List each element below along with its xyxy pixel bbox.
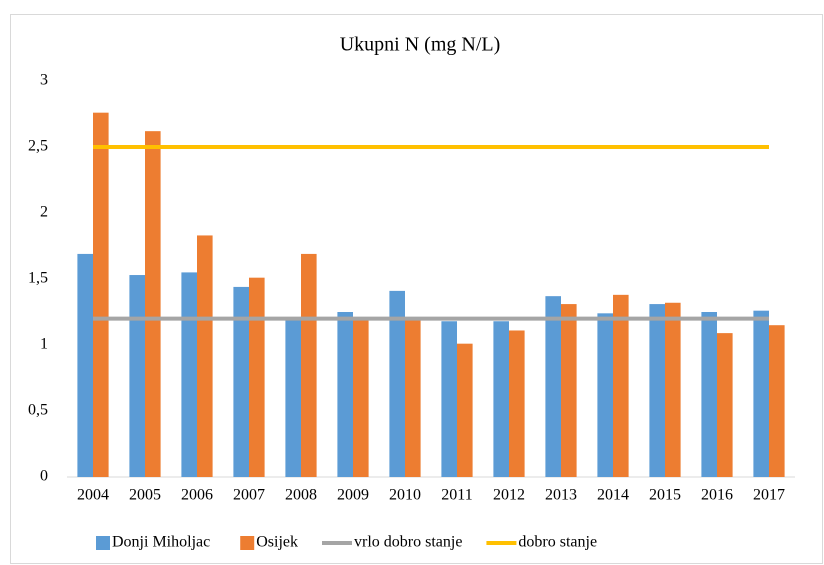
bar — [769, 325, 785, 477]
bar — [717, 333, 733, 477]
bar — [597, 313, 613, 477]
bar — [197, 235, 213, 477]
legend-label: vrlo dobro stanje — [354, 534, 462, 551]
x-tick-label: 2008 — [285, 487, 317, 504]
bar — [753, 310, 769, 477]
y-tick-label: 0 — [40, 468, 48, 485]
bar — [509, 330, 525, 477]
legend-label: Osijek — [256, 534, 298, 551]
bar — [337, 312, 353, 477]
x-tick-label: 2012 — [493, 487, 525, 504]
x-tick-label: 2014 — [597, 487, 629, 504]
bar — [181, 272, 197, 477]
x-tick-label: 2006 — [181, 487, 213, 504]
bar — [441, 321, 457, 477]
x-tick-label: 2009 — [337, 487, 369, 504]
bar — [649, 304, 665, 477]
bar — [457, 343, 473, 477]
bar — [353, 318, 369, 477]
x-tick-label: 2011 — [441, 487, 472, 504]
x-tick-label: 2015 — [649, 487, 681, 504]
legend-label: dobro stanje — [518, 534, 597, 551]
legend-swatch — [96, 536, 110, 550]
y-tick-label: 3 — [40, 72, 48, 89]
bar — [129, 275, 145, 477]
bar — [301, 253, 317, 477]
legend-label: Donji Miholjac — [112, 534, 210, 551]
x-tick-label: 2004 — [77, 487, 109, 504]
bar — [249, 277, 265, 477]
bar — [493, 321, 509, 477]
legend-swatch — [240, 536, 255, 550]
bar — [285, 318, 301, 477]
bar — [405, 318, 421, 477]
bar — [561, 304, 577, 477]
x-tick-label: 2007 — [233, 487, 265, 504]
y-tick-label: 2,5 — [28, 138, 48, 155]
bar — [145, 131, 161, 477]
bar — [545, 296, 561, 477]
x-tick-label: 2017 — [753, 487, 785, 504]
bar — [389, 290, 405, 477]
x-tick-label: 2005 — [129, 487, 161, 504]
bar — [665, 302, 681, 477]
y-tick-label: 0,5 — [28, 402, 48, 419]
chart-title: Ukupni N (mg N/L) — [340, 34, 501, 56]
bar — [77, 253, 93, 477]
y-tick-label: 1,5 — [28, 270, 48, 287]
bar — [233, 286, 249, 477]
y-tick-label: 1 — [40, 336, 48, 353]
bar — [613, 294, 629, 477]
bar — [701, 312, 717, 477]
x-tick-label: 2013 — [545, 487, 577, 504]
bar — [93, 112, 109, 478]
y-tick-label: 2 — [40, 204, 48, 221]
x-tick-label: 2016 — [701, 487, 733, 504]
x-tick-label: 2010 — [389, 487, 421, 504]
